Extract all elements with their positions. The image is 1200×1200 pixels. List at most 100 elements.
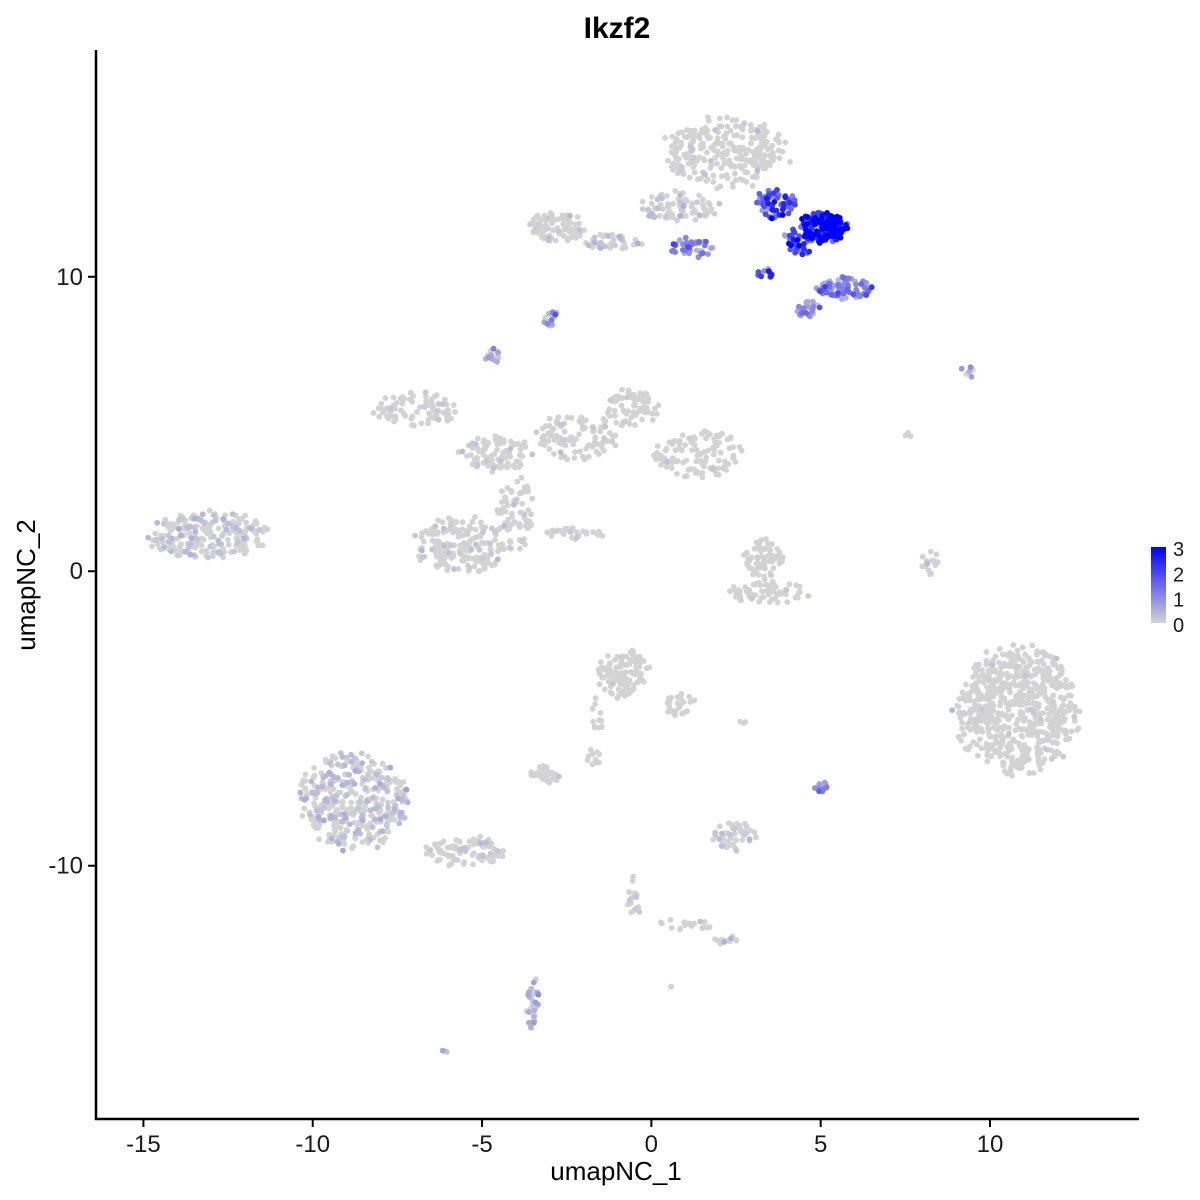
cell-point [1025, 655, 1032, 661]
cell-point [547, 432, 553, 439]
cell-point [362, 786, 368, 792]
cell-point [456, 838, 463, 845]
cell-point [801, 241, 807, 247]
cell-point [377, 780, 383, 787]
cell-point [497, 458, 504, 464]
cell-point [749, 566, 756, 573]
cell-point [995, 711, 1002, 718]
cell-point [703, 178, 710, 184]
cell-point [1066, 692, 1072, 698]
cell-point [215, 549, 222, 556]
cell-point [623, 686, 630, 693]
cell-point [708, 162, 715, 169]
cell-point [517, 490, 524, 497]
cell-point [799, 216, 805, 222]
cell-point [233, 524, 240, 531]
cell-point [727, 434, 734, 441]
cell-point [1068, 728, 1075, 735]
cell-point [186, 529, 193, 536]
cell-point [580, 528, 586, 535]
cell-point [481, 437, 487, 444]
cell-point [1048, 682, 1055, 688]
cell-point [544, 320, 551, 327]
cell-point [674, 217, 680, 224]
cell-point [630, 873, 637, 880]
cell-point [750, 581, 757, 588]
cell-point [567, 529, 574, 535]
cell-point [469, 461, 476, 468]
cell-point [694, 469, 701, 476]
cell-point [688, 923, 695, 929]
cell-point [231, 548, 238, 555]
cell-point [690, 133, 696, 139]
cell-point [668, 465, 675, 471]
cell-point [754, 127, 761, 134]
cell-point [763, 581, 770, 588]
cell-point [479, 555, 486, 562]
cell-point [753, 834, 759, 841]
cell-point [442, 396, 448, 403]
cell-point [1007, 767, 1014, 774]
cell-point [768, 572, 774, 579]
cell-point [736, 149, 743, 156]
cell-point [990, 724, 997, 731]
cell-point [1027, 706, 1034, 713]
cell-point [714, 185, 720, 192]
cell-point [1053, 729, 1060, 735]
cell-point [439, 519, 446, 525]
cell-point [385, 775, 391, 782]
cell-point [799, 251, 806, 258]
cell-point [549, 427, 555, 434]
cell-point [636, 909, 643, 915]
cell-point [1060, 696, 1067, 703]
cell-point [299, 813, 306, 819]
cell-point [810, 298, 816, 305]
cell-point [350, 810, 357, 817]
cell-point [753, 174, 760, 181]
cell-point [302, 778, 309, 784]
cell-point [429, 537, 436, 544]
cell-point [440, 838, 447, 845]
cell-point [673, 149, 679, 155]
cell-point [758, 132, 765, 139]
cell-point [1037, 766, 1044, 773]
cell-point [754, 132, 761, 139]
cell-point [592, 701, 598, 707]
cell-point [434, 563, 441, 570]
cell-point [472, 526, 479, 533]
cell-point [924, 560, 931, 567]
cell-point [518, 474, 525, 481]
cell-point [960, 710, 967, 716]
cell-point [192, 529, 199, 535]
cell-point [205, 554, 211, 561]
cell-point [529, 495, 536, 502]
cell-point [1057, 671, 1064, 677]
cell-point [494, 556, 501, 563]
cell-point [638, 670, 644, 677]
cell-point [597, 245, 604, 252]
cell-point [224, 536, 231, 543]
cell-point [374, 844, 381, 851]
cell-point [679, 710, 686, 717]
cell-point [215, 525, 222, 532]
cell-point [963, 681, 969, 688]
cell-point [619, 654, 626, 660]
cell-point [580, 453, 586, 460]
cell-point [766, 152, 773, 159]
cell-point [713, 471, 720, 478]
cell-point [418, 534, 425, 540]
cell-point [169, 521, 176, 528]
cell-point [612, 442, 619, 449]
cell-point [592, 756, 599, 763]
cell-point [693, 458, 700, 465]
cell-point [934, 559, 941, 565]
cell-point [479, 524, 485, 530]
cell-point [429, 852, 435, 858]
cell-point [731, 147, 738, 154]
cell-point [395, 795, 401, 802]
cell-point [323, 796, 330, 802]
cell-point [716, 439, 722, 446]
cell-point [711, 436, 718, 442]
cell-point [691, 434, 697, 441]
cell-point [607, 660, 613, 666]
